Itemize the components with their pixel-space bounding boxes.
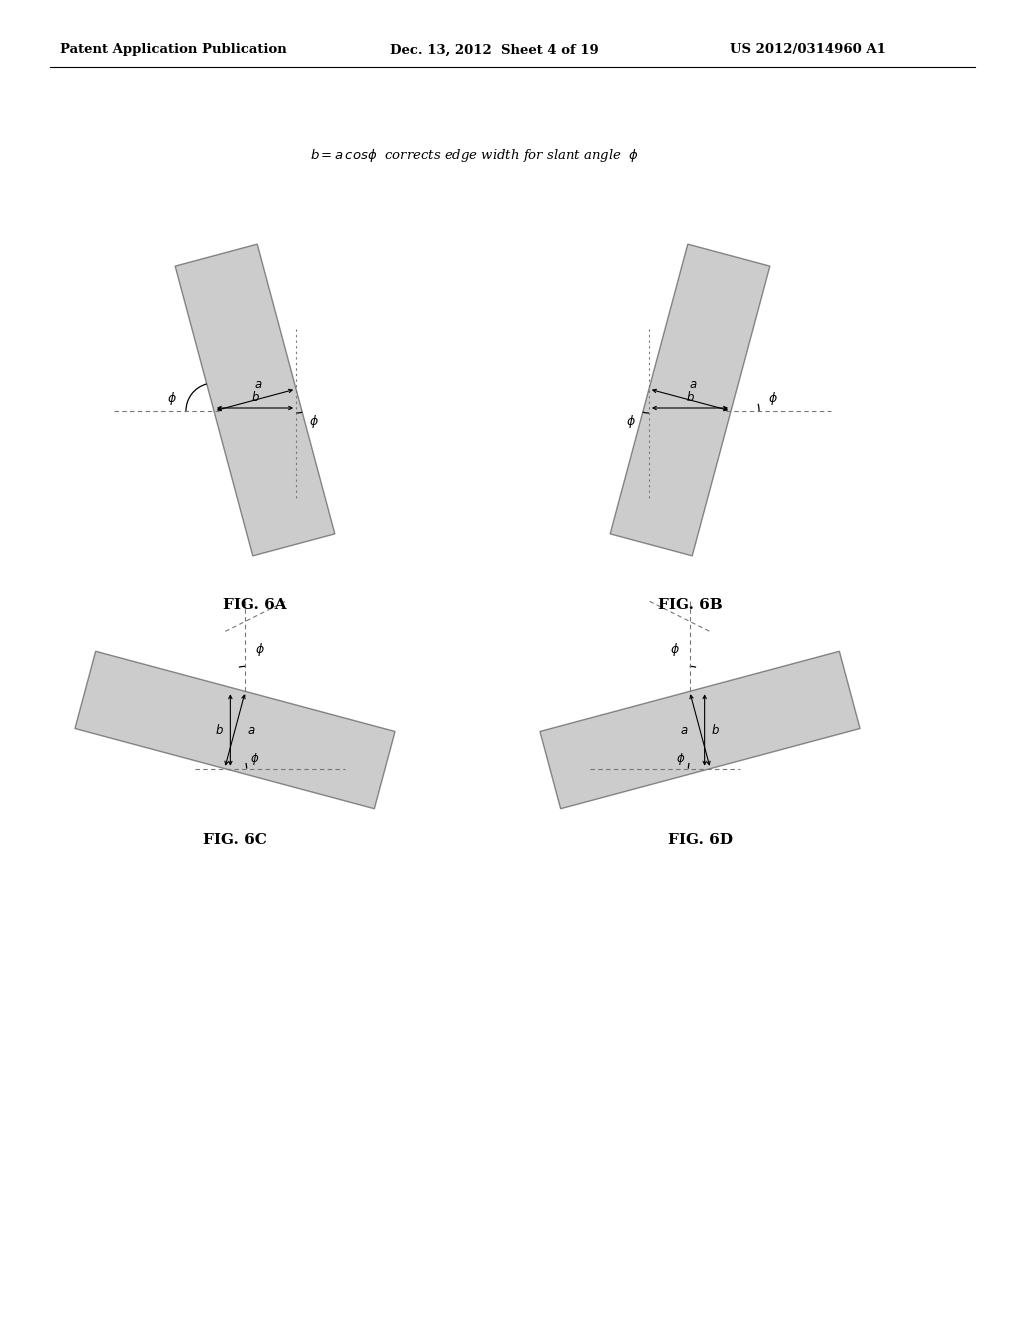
Text: $b$: $b$ <box>251 389 259 404</box>
Text: FIG. 6B: FIG. 6B <box>657 598 722 612</box>
Text: $\phi$: $\phi$ <box>167 391 177 408</box>
Text: $a$: $a$ <box>680 723 688 737</box>
Text: FIG. 6A: FIG. 6A <box>223 598 287 612</box>
Text: Dec. 13, 2012  Sheet 4 of 19: Dec. 13, 2012 Sheet 4 of 19 <box>390 44 599 57</box>
Text: $\phi$: $\phi$ <box>768 391 778 408</box>
Text: FIG. 6D: FIG. 6D <box>668 833 732 847</box>
Polygon shape <box>610 244 770 556</box>
Text: Patent Application Publication: Patent Application Publication <box>60 44 287 57</box>
Text: $\phi$: $\phi$ <box>309 413 318 429</box>
Text: $b$: $b$ <box>685 389 694 404</box>
Text: $\phi$: $\phi$ <box>626 413 636 429</box>
Polygon shape <box>540 651 860 809</box>
Text: $a$: $a$ <box>247 723 255 737</box>
Text: $\phi$: $\phi$ <box>255 642 265 657</box>
Text: $a$: $a$ <box>254 378 262 391</box>
Text: US 2012/0314960 A1: US 2012/0314960 A1 <box>730 44 886 57</box>
Polygon shape <box>75 651 395 809</box>
Polygon shape <box>175 244 335 556</box>
Text: $\phi$: $\phi$ <box>670 642 680 657</box>
Text: $\phi$: $\phi$ <box>250 751 259 767</box>
Text: $\phi$: $\phi$ <box>676 751 685 767</box>
Text: $b$: $b$ <box>215 723 224 737</box>
Text: $b = a\,cos\phi$  corrects edge width for slant angle  $\phi$: $b = a\,cos\phi$ corrects edge width for… <box>310 147 639 164</box>
Text: $a$: $a$ <box>689 378 697 391</box>
Text: FIG. 6C: FIG. 6C <box>203 833 267 847</box>
Text: $b$: $b$ <box>712 723 720 737</box>
